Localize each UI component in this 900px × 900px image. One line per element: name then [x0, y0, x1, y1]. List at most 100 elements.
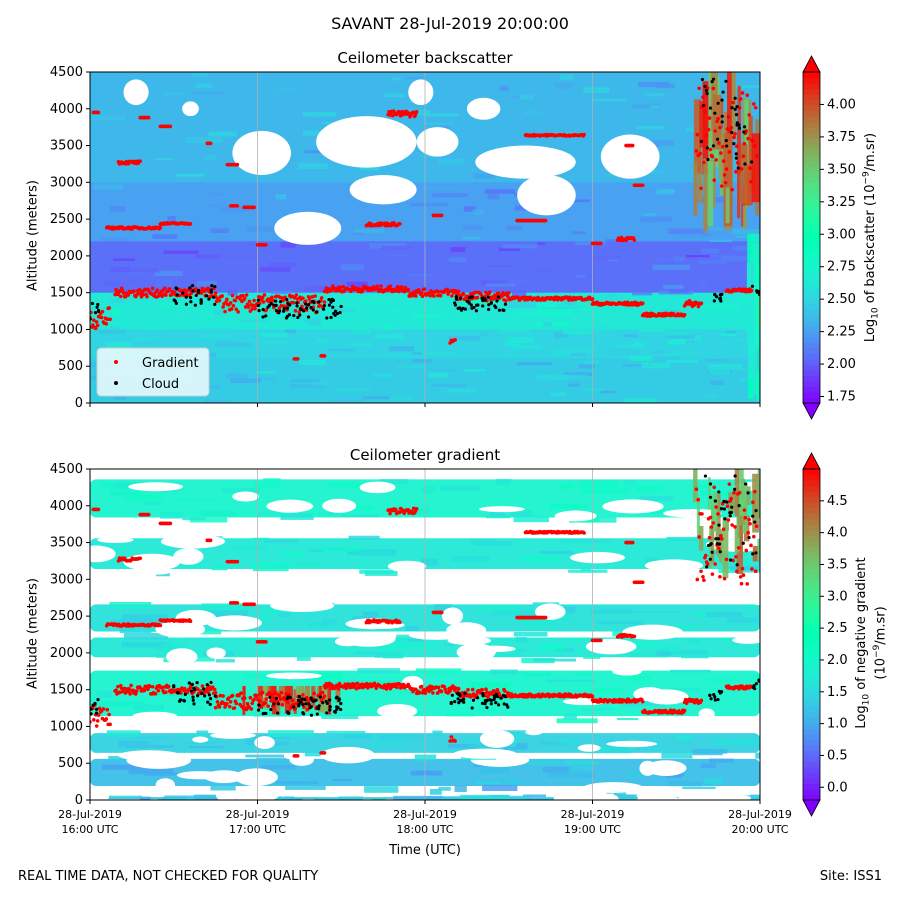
- gradient-texture: [191, 649, 202, 656]
- backscatter-texture: [260, 109, 276, 113]
- y-tick-label: 1500: [50, 683, 83, 698]
- gradient-point: [503, 689, 507, 693]
- cloud-point: [712, 299, 716, 303]
- high-backscatter-streak: [758, 344, 760, 381]
- backscatter-texture: [175, 173, 205, 177]
- cloud-point: [256, 298, 260, 302]
- gradient-point: [736, 546, 741, 550]
- gradient-gap: [155, 778, 176, 792]
- backscatter-texture: [499, 85, 509, 92]
- cloud-point: [480, 701, 485, 705]
- backscatter-texture: [515, 310, 537, 316]
- gradient-texture: [495, 795, 531, 800]
- cloud-point: [754, 682, 758, 686]
- colorbar-segment: [803, 733, 820, 740]
- backscatter-texture: [362, 396, 401, 400]
- backscatter-texture: [256, 370, 277, 374]
- cloud-point: [202, 687, 206, 691]
- cloud-point: [332, 311, 336, 316]
- cloud-point: [750, 284, 755, 288]
- backscatter-texture: [559, 74, 574, 81]
- high-gradient-streak: [242, 685, 246, 715]
- gradient-texture: [215, 659, 235, 663]
- backscatter-texture: [350, 328, 372, 335]
- gradient-gap: [474, 645, 516, 653]
- backscatter-texture: [389, 254, 406, 257]
- gradient-point: [260, 295, 265, 300]
- backscatter-texture: [636, 125, 665, 130]
- cloud-point: [309, 696, 313, 700]
- gradient-point: [252, 602, 256, 607]
- cloud-point: [705, 565, 709, 569]
- backscatter-texture: [195, 196, 232, 202]
- colorbar-segment: [803, 386, 820, 393]
- gradient-point: [436, 685, 441, 690]
- gradient-point: [399, 285, 404, 289]
- backscatter-texture: [298, 359, 326, 365]
- high-gradient-streak: [295, 685, 303, 702]
- x-tick-label-date: 28-Jul-2019: [728, 808, 792, 821]
- high-backscatter-streak: [739, 144, 748, 204]
- backscatter-texture: [536, 309, 573, 315]
- cloud-point: [194, 293, 198, 298]
- gradient-texture: [575, 671, 593, 677]
- gradient-texture: [758, 795, 760, 800]
- gradient-point: [436, 290, 441, 294]
- backscatter-texture: [535, 322, 570, 327]
- gradient-point: [164, 690, 168, 695]
- high-gradient-streak: [739, 525, 743, 559]
- cloud-point: [277, 311, 281, 315]
- y-tick-label: 500: [58, 756, 83, 771]
- backscatter-texture: [599, 390, 616, 394]
- high-gradient-streak: [711, 504, 715, 563]
- y-tick-label: 3000: [50, 175, 83, 190]
- gradient-point: [731, 558, 735, 563]
- gradient-texture: [192, 629, 222, 635]
- gradient-point: [305, 707, 310, 712]
- gradient-texture: [518, 619, 558, 624]
- backscatter-texture: [152, 234, 178, 239]
- cloud-point: [481, 304, 485, 308]
- backscatter-texture: [280, 242, 297, 248]
- colorbar: 1.752.002.252.502.753.003.253.503.754.00: [802, 55, 856, 420]
- legend-box: [96, 347, 210, 397]
- gradient-texture: [682, 786, 716, 790]
- gradient-texture: [496, 479, 512, 485]
- colorbar-segment: [803, 485, 820, 492]
- cloud-point: [708, 557, 712, 561]
- gradient-texture: [476, 604, 521, 611]
- gradient-point: [241, 293, 245, 298]
- gradient-point: [487, 290, 492, 294]
- gradient-texture: [490, 730, 531, 734]
- gradient-texture: [706, 678, 740, 682]
- gradient-point: [374, 686, 379, 690]
- backscatter-texture: [318, 282, 330, 286]
- gradient-texture: [556, 718, 598, 724]
- gradient-texture: [560, 484, 575, 489]
- cloud-point: [496, 703, 501, 707]
- gradient-point: [438, 293, 443, 298]
- gradient-texture: [124, 632, 169, 640]
- backscatter-texture: [554, 82, 572, 89]
- backscatter-texture: [390, 309, 402, 312]
- gradient-texture: [92, 795, 142, 798]
- cloud-point: [285, 297, 289, 302]
- backscatter-texture: [691, 294, 725, 301]
- gradient-texture: [108, 755, 125, 761]
- gradient-point: [422, 287, 427, 291]
- gradient-point: [337, 681, 342, 686]
- gradient-point: [294, 293, 299, 297]
- gradient-point: [228, 700, 233, 704]
- colorbar-segment: [803, 606, 820, 614]
- gradient-texture: [661, 751, 693, 759]
- gradient-point: [245, 302, 250, 307]
- gradient-point: [365, 681, 369, 686]
- colorbar-segment: [803, 369, 820, 377]
- colorbar-segment: [803, 584, 820, 591]
- gradient-point: [727, 482, 732, 486]
- gradient-texture: [622, 701, 666, 707]
- colorbar-segment: [803, 292, 820, 299]
- colorbar-segment: [803, 689, 820, 696]
- cloud-point: [737, 126, 742, 130]
